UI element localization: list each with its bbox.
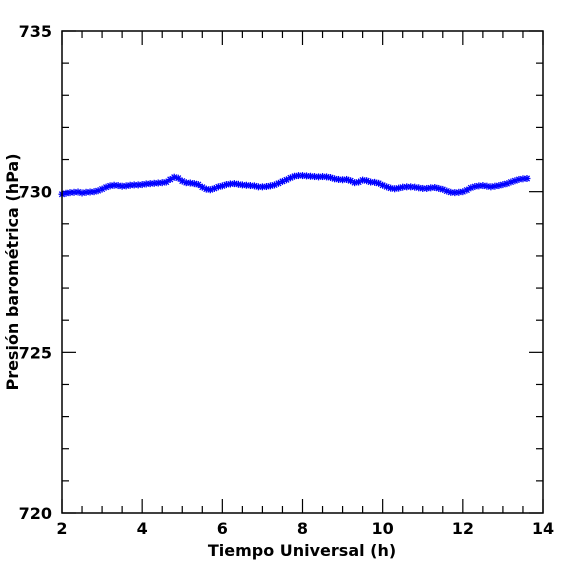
data-point (162, 178, 170, 186)
data-point (158, 179, 166, 187)
data-point (523, 174, 531, 182)
x-tick-label: 4 (137, 519, 148, 538)
x-axis-title: Tiempo Universal (h) (208, 541, 396, 560)
x-tick-label: 8 (297, 519, 308, 538)
x-tick-labels: 2 4 6 8 10 12 14 (56, 519, 554, 538)
x-tick-label: 10 (372, 519, 394, 538)
plot-frame (61, 30, 544, 514)
x-tick-label: 2 (56, 519, 67, 538)
data-point (278, 177, 286, 185)
y-tick-label: 725 (19, 343, 52, 362)
data-point (206, 186, 214, 194)
x-tick-label: 12 (452, 519, 474, 538)
y-tick-labels: 720 725 730 735 (19, 22, 52, 523)
y-tick-label: 730 (19, 183, 52, 202)
x-tick-label: 14 (532, 519, 554, 538)
y-tick-label: 735 (19, 22, 52, 41)
x-tick-label: 6 (217, 519, 228, 538)
minor-ticks (62, 31, 543, 513)
data-points (58, 172, 531, 198)
y-axis-title: Presión barométrica (hPa) (3, 153, 22, 390)
data-point (174, 174, 182, 182)
data-point (194, 181, 202, 189)
data-point (411, 183, 419, 191)
data-point (311, 173, 319, 181)
y-tick-label: 720 (19, 504, 52, 523)
data-point (202, 185, 210, 193)
major-ticks (61, 30, 544, 514)
